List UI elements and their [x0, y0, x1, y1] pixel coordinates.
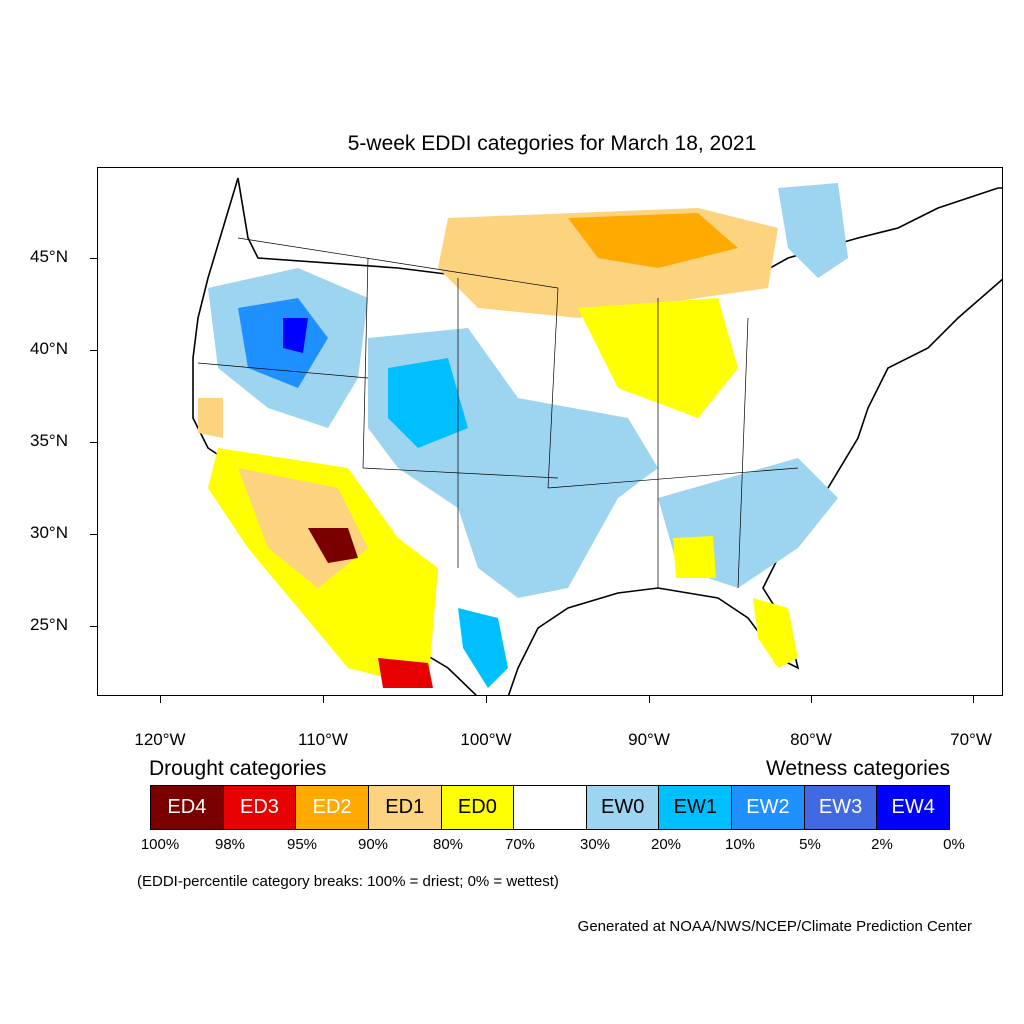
legend-neutral — [514, 786, 587, 829]
lon-tick-120 — [160, 696, 161, 703]
lon-label-120: 120°W — [134, 730, 186, 749]
legend-ed2: ED2 — [296, 786, 369, 829]
lon-tick-100 — [486, 696, 487, 703]
lon-tick-110 — [323, 696, 324, 703]
legend-ew4: EW4 — [877, 786, 950, 829]
wet-region-nw-extreme — [283, 318, 308, 353]
legend-ed1: ED1 — [368, 786, 442, 829]
lon-tick-80 — [811, 696, 812, 703]
lon-tick-70 — [973, 696, 974, 703]
lat-tick-45 — [90, 258, 97, 259]
break-label: 20% — [650, 836, 682, 853]
eddi-map — [192, 177, 1002, 695]
lat-label-30: 30°N — [30, 523, 68, 542]
break-label: 95% — [286, 836, 318, 853]
wet-region-northeast — [778, 183, 848, 278]
lat-tick-35 — [90, 442, 97, 443]
drought-region-arizona-ed4 — [308, 528, 358, 563]
lat-tick-40 — [90, 350, 97, 351]
legend-ew1: EW1 — [659, 786, 733, 829]
legend-ed4: ED4 — [151, 786, 224, 829]
drought-categories-title: Drought categories — [149, 757, 327, 780]
legend-ew0: EW0 — [586, 786, 660, 829]
break-label: 100% — [140, 836, 180, 853]
lat-label-45: 45°N — [30, 247, 68, 266]
lat-label-35: 35°N — [30, 431, 68, 450]
legend-ed0: ED0 — [441, 786, 515, 829]
lon-label-100: 100°W — [460, 730, 512, 749]
break-label: 2% — [871, 836, 893, 853]
break-label: 90% — [357, 836, 389, 853]
map-plot-area — [97, 167, 1003, 696]
lat-tick-30 — [90, 534, 97, 535]
lon-label-70: 70°W — [950, 730, 992, 749]
drought-region-florida — [753, 598, 798, 668]
state-boundaries — [197, 237, 799, 589]
map-title: 5-week EDDI categories for March 18, 202… — [347, 132, 757, 155]
wetness-categories-title: Wetness categories — [765, 757, 950, 780]
legend-ed3: ED3 — [223, 786, 297, 829]
category-note: (EDDI-percentile category breaks: 100% =… — [137, 873, 559, 890]
category-legend: ED4 ED3 ED2 ED1 ED0 EW0 EW1 EW2 EW3 EW4 — [150, 785, 950, 830]
break-label: 10% — [724, 836, 756, 853]
lat-tick-25 — [90, 626, 97, 627]
lon-tick-90 — [649, 696, 650, 703]
wet-region-south-texas — [458, 608, 508, 688]
drought-region-california — [198, 398, 223, 438]
lat-label-25: 25°N — [30, 615, 68, 634]
drought-region-mexico-ed3 — [378, 658, 433, 688]
drought-region-north-ed2 — [568, 213, 738, 268]
break-label: 70% — [504, 836, 536, 853]
lon-label-90: 90°W — [628, 730, 670, 749]
drought-region-georgia — [673, 536, 716, 578]
credit-line: Generated at NOAA/NWS/NCEP/Climate Predi… — [577, 918, 972, 935]
lon-label-110: 110°W — [298, 730, 348, 749]
lat-label-40: 40°N — [30, 339, 68, 358]
lon-label-80: 80°W — [790, 730, 832, 749]
break-label: 98% — [214, 836, 246, 853]
break-label: 80% — [432, 836, 464, 853]
break-label: 0% — [943, 836, 965, 853]
legend-ew2: EW2 — [732, 786, 805, 829]
legend-ew3: EW3 — [804, 786, 878, 829]
wet-region-wyoming — [388, 358, 468, 448]
break-label: 5% — [799, 836, 821, 853]
break-label: 30% — [579, 836, 611, 853]
